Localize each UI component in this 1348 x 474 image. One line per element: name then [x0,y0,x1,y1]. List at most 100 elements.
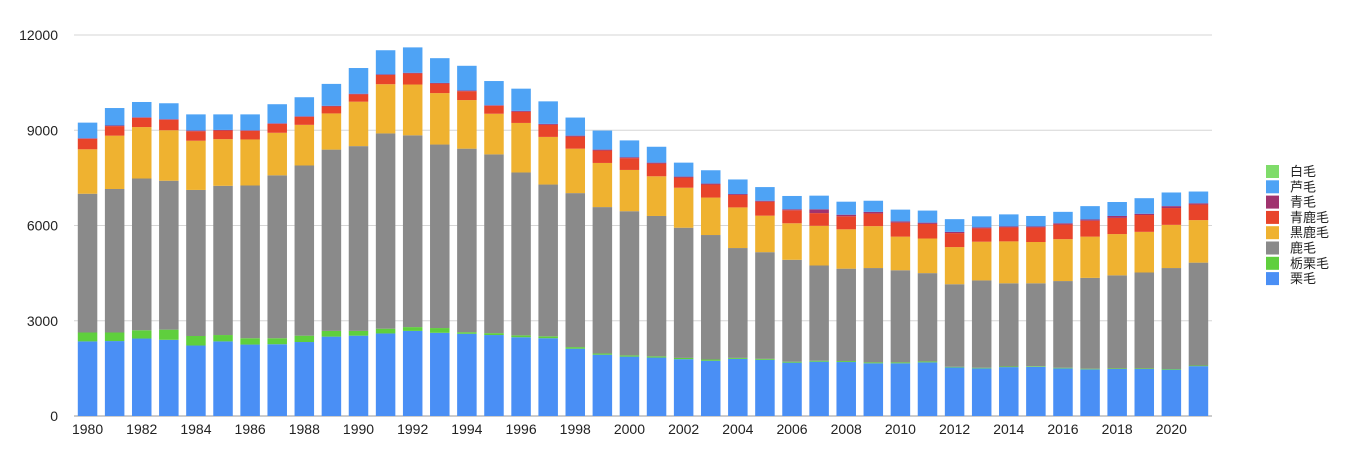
bar-segment [131,101,152,118]
bar-segment [104,332,125,342]
bar-segment [999,367,1019,416]
bar-segment [213,114,233,130]
bar-segment [917,222,938,224]
bar-segment [1107,368,1127,370]
bar-segment [1053,223,1073,225]
bar-segment [213,185,233,336]
bar-segment [538,101,558,124]
bar-segment [213,139,233,186]
bar-segment [999,241,1019,284]
y-tick-label: 0 [50,408,58,424]
legend-label: 栃栗毛 [1290,257,1329,272]
bar-segment [592,354,613,416]
bar-segment [1107,202,1127,216]
bar-segment [131,127,152,179]
bar-segment [755,252,775,359]
bar-segment [104,108,125,126]
bar-segment [375,75,396,85]
bar-segment [890,209,911,222]
bar-segment [565,348,586,416]
bar-segment [538,123,558,125]
bar-segment [131,338,152,416]
bar-segment [863,213,884,227]
bar-segment [1134,369,1155,416]
x-tick-label: 2008 [831,421,862,437]
legend-swatch [1266,165,1279,178]
bar-segment [971,228,992,242]
bar-segment [863,211,884,214]
bar-segment [836,201,856,215]
bar-segment [755,358,775,360]
bar-segment [267,338,287,345]
bar-segment [917,210,938,223]
bar-segment [999,226,1019,228]
bar-segment [728,248,748,358]
bar-segment [294,165,315,336]
x-tick-label: 2004 [722,421,753,437]
bar-segment [1134,231,1155,273]
bar-segment [673,357,694,360]
bar-segment [782,195,802,210]
bar-segment [1026,366,1046,367]
bar-segment [619,158,640,170]
bar-segment [1080,236,1100,278]
bar-segment [131,117,152,128]
bar-segment [1053,224,1073,240]
bar-segment [538,336,558,339]
x-tick-label: 2002 [668,421,699,437]
bar-segment [728,194,748,196]
bar-segment [646,357,667,416]
bar-segment [457,148,477,333]
bar-segment [944,367,965,416]
bar-segment [213,129,233,131]
bar-segment [402,330,423,416]
bar-segment [1107,215,1127,218]
bar-segment [294,116,315,125]
bar-segment [592,207,613,354]
bar-segment [186,131,206,141]
bar-segment [565,135,586,137]
bar-segment [755,201,775,216]
bar-segment [321,336,342,416]
bar-segment [1134,198,1155,214]
bar-segment [565,136,586,149]
bar-segment [457,65,477,91]
bar-segment [917,238,938,274]
bar-segment [267,104,287,124]
bar-segment [1188,366,1209,416]
bar-segment [999,366,1019,368]
bar-segment [267,175,287,339]
legend-label: 芦毛 [1290,180,1316,195]
bar-segment [673,359,694,416]
bar-segment [267,123,287,124]
bar-segment [728,358,748,416]
bar-segment [321,105,342,107]
bar-segment [430,82,450,84]
bar-segment [511,335,531,338]
bar-segment [457,333,477,416]
bar-segment [240,344,260,416]
bar-segment [1188,365,1209,367]
bar-segment [863,226,884,269]
bar-segment [1161,192,1182,207]
x-tick-label: 2014 [993,421,1024,437]
bar-segment [348,94,369,102]
bar-segment [592,149,613,151]
bar-segment [159,119,179,120]
x-tick-label: 1984 [180,421,211,437]
bar-segment [1188,191,1209,204]
bar-segment [1134,368,1155,370]
bar-segment [1026,283,1046,367]
bar-segment [159,180,179,330]
bar-segment [592,353,613,355]
bar-segment [809,265,829,361]
legend-swatch [1266,272,1279,286]
x-tick-label: 2020 [1156,421,1187,437]
bar-segment [1188,203,1209,205]
bar-segment [348,68,369,94]
legend-label: 鹿毛 [1290,241,1316,257]
bar-segment [809,361,829,416]
x-tick-label: 1998 [560,421,591,437]
bar-segment [1188,204,1209,221]
bar-segment [484,105,504,106]
